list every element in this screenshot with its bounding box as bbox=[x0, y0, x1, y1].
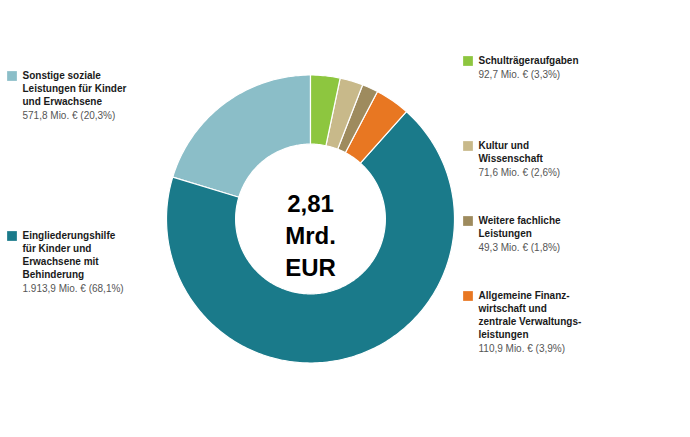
svg-text:110,9 Mio. € (3,9%): 110,9 Mio. € (3,9%) bbox=[479, 343, 566, 354]
svg-text:Sonstige sozialeLeistungen für: Sonstige sozialeLeistungen für Kinderund… bbox=[23, 70, 127, 107]
svg-text:71,6 Mio. € (2,6%): 71,6 Mio. € (2,6%) bbox=[479, 167, 561, 178]
svg-text:Mrd.: Mrd. bbox=[285, 222, 336, 249]
svg-text:Weitere fachlicheLeistungen: Weitere fachlicheLeistungen bbox=[479, 215, 562, 239]
svg-text:1.913,9 Mio. € (68,1%): 1.913,9 Mio. € (68,1%) bbox=[23, 283, 124, 294]
svg-text:EUR: EUR bbox=[285, 254, 336, 281]
svg-text:2,81: 2,81 bbox=[287, 190, 334, 217]
svg-text:92,7 Mio. € (3,3%): 92,7 Mio. € (3,3%) bbox=[479, 69, 561, 80]
svg-text:Kultur undWissenschaft: Kultur undWissenschaft bbox=[479, 140, 544, 164]
svg-text:571,8 Mio. € (20,3%): 571,8 Mio. € (20,3%) bbox=[23, 110, 116, 121]
svg-text:Allgemeine Finanz-wirtschaft u: Allgemeine Finanz-wirtschaft undzentrale… bbox=[478, 290, 582, 340]
svg-text:Schulträgeraufgaben: Schulträgeraufgaben bbox=[479, 55, 579, 66]
svg-text:49,3 Mio. € (1,8%): 49,3 Mio. € (1,8%) bbox=[479, 242, 561, 253]
svg-text:Eingliederungshilfefür Kinder: Eingliederungshilfefür Kinder undErwachs… bbox=[23, 230, 116, 280]
